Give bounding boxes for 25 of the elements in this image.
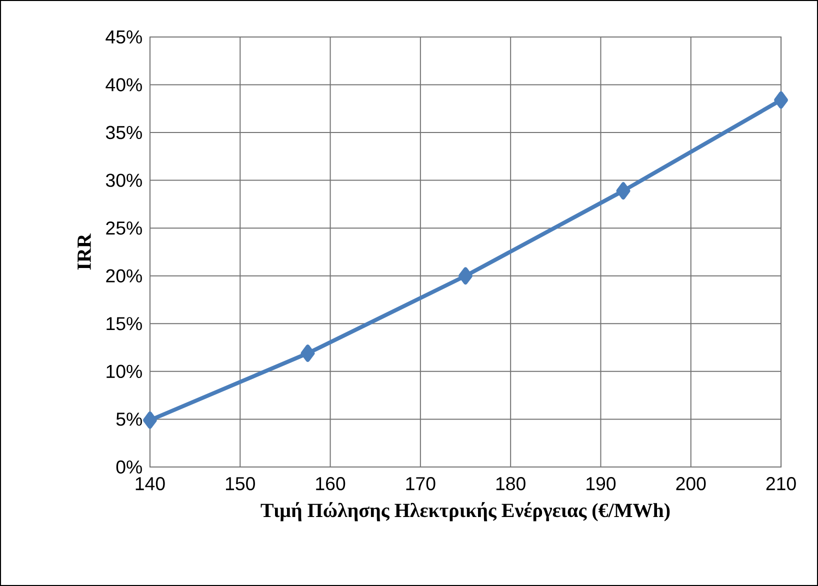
y-tick-label: 30% <box>106 174 142 187</box>
y-tick-label: 0% <box>116 460 142 474</box>
point <box>616 182 630 200</box>
y-tick-label: 25% <box>106 221 142 235</box>
point <box>458 267 473 285</box>
y-tick-label: 35% <box>106 126 142 140</box>
y-tick-label: 40% <box>106 78 142 92</box>
point <box>774 91 788 109</box>
point <box>142 412 157 429</box>
y-tick-label: 15% <box>106 317 142 330</box>
x-tick-label: 210 <box>766 477 796 490</box>
x-tick-label: 140 <box>136 477 165 490</box>
y-tick-label: 45% <box>106 30 142 44</box>
point <box>300 344 315 362</box>
x-tick-label: 170 <box>406 477 436 490</box>
y-tick-label: 20% <box>106 269 142 282</box>
x-tick-label: 160 <box>316 477 346 490</box>
x-axis-title: Τιμή Πώλησης Ηλεκτρικής Ενέργειας (€/MWh) <box>260 502 670 522</box>
y-tick-label: 10% <box>106 364 142 378</box>
x-tick-label: 150 <box>226 477 255 490</box>
y-axis-title: IRR <box>78 233 91 270</box>
x-tick-label: 190 <box>586 477 616 490</box>
y-tick-label: 5% <box>116 412 142 426</box>
x-tick-label: 200 <box>676 477 706 490</box>
x-tick-label: 180 <box>496 477 526 490</box>
